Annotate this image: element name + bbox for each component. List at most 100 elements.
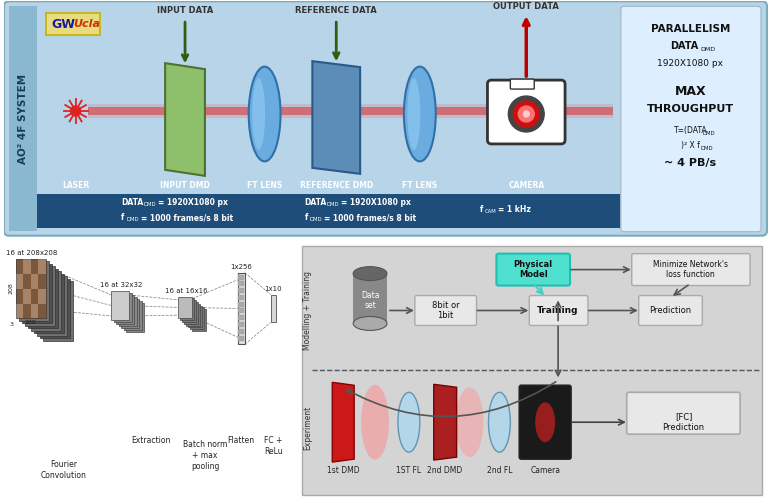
Bar xyxy=(23,288,31,304)
Bar xyxy=(238,272,245,344)
Bar xyxy=(23,274,31,288)
Ellipse shape xyxy=(535,402,555,442)
Text: 1x10: 1x10 xyxy=(263,286,281,292)
Text: Flatten: Flatten xyxy=(227,436,254,445)
Text: T=(DATA: T=(DATA xyxy=(674,126,707,136)
Ellipse shape xyxy=(353,266,387,280)
Bar xyxy=(238,302,244,306)
Bar xyxy=(31,271,61,331)
Bar xyxy=(88,107,613,115)
Text: PARALLELISM: PARALLELISM xyxy=(650,24,730,34)
Text: f: f xyxy=(121,213,124,222)
Text: Extraction: Extraction xyxy=(131,436,171,445)
Circle shape xyxy=(513,101,539,127)
Bar xyxy=(16,304,23,318)
Text: GW: GW xyxy=(51,18,76,30)
Text: FT LENS: FT LENS xyxy=(402,182,438,190)
Bar xyxy=(238,329,244,334)
Text: INPUT DMD: INPUT DMD xyxy=(160,182,210,190)
Ellipse shape xyxy=(249,66,280,162)
Ellipse shape xyxy=(404,66,435,162)
Bar xyxy=(16,258,46,318)
Text: CAMERA: CAMERA xyxy=(508,182,545,190)
Bar xyxy=(28,268,58,328)
Text: Ucla: Ucla xyxy=(73,19,100,29)
Polygon shape xyxy=(333,382,354,462)
Bar xyxy=(180,298,194,320)
FancyBboxPatch shape xyxy=(488,80,565,144)
Text: f: f xyxy=(479,206,483,214)
Bar xyxy=(23,258,31,274)
Ellipse shape xyxy=(407,78,420,150)
Text: = 1000 frames/s 8 bit: = 1000 frames/s 8 bit xyxy=(324,213,416,222)
Circle shape xyxy=(518,106,535,122)
Bar xyxy=(238,336,244,340)
Bar xyxy=(34,274,64,334)
Text: DATA: DATA xyxy=(121,198,144,207)
Bar xyxy=(38,258,46,274)
Text: Camera: Camera xyxy=(530,466,560,475)
Text: Fourier
Convolution: Fourier Convolution xyxy=(41,460,87,480)
Bar xyxy=(117,294,134,324)
Bar xyxy=(31,304,38,318)
Bar xyxy=(121,298,139,328)
Bar xyxy=(184,302,198,324)
Bar xyxy=(238,295,244,300)
Polygon shape xyxy=(434,384,457,460)
Bar xyxy=(46,14,101,35)
Bar xyxy=(186,304,200,326)
Ellipse shape xyxy=(455,388,484,457)
Text: FC +
ReLu: FC + ReLu xyxy=(264,436,283,456)
Text: )² X f: )² X f xyxy=(681,142,700,150)
Bar xyxy=(37,276,67,336)
Bar xyxy=(38,304,46,318)
Ellipse shape xyxy=(353,316,387,330)
Circle shape xyxy=(523,111,529,117)
Text: OUTPUT DATA: OUTPUT DATA xyxy=(493,2,559,12)
Bar xyxy=(88,104,613,118)
Bar xyxy=(14,194,621,228)
Bar xyxy=(238,308,244,314)
FancyBboxPatch shape xyxy=(511,79,535,89)
Text: Modelling + Training: Modelling + Training xyxy=(303,271,312,350)
Bar xyxy=(178,296,192,318)
Text: Minimize Network's
loss function: Minimize Network's loss function xyxy=(653,260,728,280)
Bar xyxy=(188,306,202,328)
Text: THROUGHPUT: THROUGHPUT xyxy=(647,104,734,114)
Text: 3: 3 xyxy=(10,322,14,328)
Bar xyxy=(43,281,73,341)
Bar xyxy=(40,278,70,338)
Text: DATA: DATA xyxy=(670,41,699,51)
Bar xyxy=(9,6,37,230)
Bar xyxy=(114,292,132,322)
Bar xyxy=(38,288,46,304)
Text: = 1 kHz: = 1 kHz xyxy=(498,206,531,214)
FancyBboxPatch shape xyxy=(415,296,476,326)
Text: ~ 4 PB/s: ~ 4 PB/s xyxy=(664,158,717,168)
FancyBboxPatch shape xyxy=(529,296,588,326)
Text: 1920X1080 px: 1920X1080 px xyxy=(657,58,723,68)
Bar xyxy=(111,290,129,320)
FancyBboxPatch shape xyxy=(4,2,767,236)
Bar xyxy=(238,274,244,280)
Text: INPUT DATA: INPUT DATA xyxy=(157,6,214,16)
Text: Physical
Model: Physical Model xyxy=(514,260,553,280)
Bar xyxy=(303,246,762,495)
Bar xyxy=(22,264,51,324)
Bar xyxy=(238,322,244,327)
Polygon shape xyxy=(165,63,205,176)
Ellipse shape xyxy=(398,392,420,452)
Text: LASER: LASER xyxy=(62,182,89,190)
Text: CAM: CAM xyxy=(485,210,496,214)
Text: = 1920X1080 px: = 1920X1080 px xyxy=(158,198,228,207)
Bar xyxy=(238,316,244,320)
Text: AO² 4F SYSTEM: AO² 4F SYSTEM xyxy=(18,74,28,164)
Text: 8bit or
1bit: 8bit or 1bit xyxy=(432,301,459,320)
Bar xyxy=(119,296,137,326)
Ellipse shape xyxy=(361,385,389,460)
Bar xyxy=(182,300,196,322)
Bar xyxy=(31,258,38,274)
FancyBboxPatch shape xyxy=(639,296,703,326)
Text: DMD: DMD xyxy=(700,46,716,52)
Text: DMD: DMD xyxy=(127,217,139,222)
